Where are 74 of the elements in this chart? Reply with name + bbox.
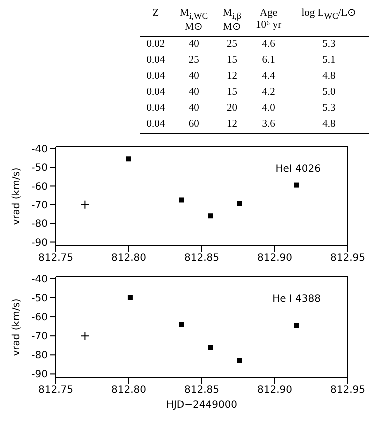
- annotation: HeI 4026: [276, 164, 321, 176]
- text: 4.0: [262, 103, 276, 114]
- point: [237, 202, 242, 207]
- text: 40: [188, 87, 200, 98]
- text: 5.1: [322, 55, 336, 66]
- text: 60: [188, 119, 200, 130]
- text: 40: [188, 103, 200, 114]
- x-tick-label: 812.75: [38, 385, 74, 396]
- text: 4.4: [262, 71, 276, 82]
- y-tick-label: -60: [32, 182, 48, 193]
- text: 0.02: [146, 39, 166, 50]
- point: [179, 322, 184, 328]
- y-axis-title: vrad (km/s): [12, 168, 23, 226]
- text: 6.1: [262, 55, 276, 66]
- text: 20: [227, 103, 238, 114]
- x-axis-title: HJD−2449000: [166, 400, 238, 412]
- text: 0.04: [146, 87, 166, 98]
- text: 4.6: [262, 39, 276, 50]
- x-tick-label: 812.90: [258, 385, 292, 396]
- y-tick-label: -70: [32, 200, 48, 212]
- x-tick-label: 812.85: [184, 385, 220, 396]
- x-tick-label: 812.80: [112, 385, 146, 396]
- text: 0.04: [146, 103, 166, 114]
- text: 4.8: [322, 71, 336, 82]
- category-label: log L$_{WC}$/L⊙: [302, 8, 357, 22]
- category-label: M$_{i,β}$ M⊙: [223, 8, 242, 34]
- x-tick-label: 812.90: [258, 253, 292, 264]
- y-tick-label: -50: [32, 163, 48, 174]
- point: [128, 296, 133, 301]
- text: 15: [227, 55, 238, 66]
- text: 0.04: [146, 55, 166, 66]
- x-tick-label: 812.95: [330, 385, 366, 396]
- y-tick-label: -80: [32, 350, 48, 362]
- x-tick-label: 812.75: [38, 253, 74, 264]
- y-tick-label: -50: [32, 294, 48, 305]
- x-tick-label: 812.85: [184, 253, 220, 264]
- y-tick-label: -60: [32, 312, 48, 324]
- point: [80, 200, 90, 210]
- text: 25: [188, 55, 200, 66]
- y-axis-title: vrad (km/s): [12, 298, 23, 356]
- x-tick-label: 812.95: [330, 253, 366, 264]
- category-label: Age 10⁶ yr: [256, 8, 282, 31]
- point: [179, 198, 184, 203]
- y-tick-label: -70: [32, 332, 48, 343]
- text: 12: [227, 119, 238, 130]
- text: 5.3: [322, 39, 336, 50]
- y-tick-label: -80: [32, 219, 48, 230]
- text: 4.8: [322, 119, 336, 130]
- text: 5.3: [322, 103, 336, 114]
- annotation: He I 4388: [272, 294, 321, 306]
- text: 40: [188, 39, 200, 50]
- category-label: M$_{i,WC}$ M⊙: [180, 8, 208, 34]
- point: [294, 182, 300, 188]
- point: [126, 156, 132, 162]
- text: 25: [227, 39, 238, 50]
- text: 3.6: [262, 119, 276, 130]
- text: 4.2: [262, 87, 276, 98]
- y-tick-label: -40: [32, 144, 48, 156]
- category-label: Z: [152, 8, 160, 19]
- point: [208, 345, 214, 350]
- point: [294, 323, 300, 328]
- point: [208, 214, 214, 219]
- text: 12: [227, 71, 238, 82]
- text: 0.04: [146, 71, 166, 82]
- text: 15: [227, 87, 238, 98]
- y-tick-label: -90: [32, 370, 48, 381]
- y-tick-label: -40: [32, 274, 48, 286]
- x-tick-label: 812.80: [112, 253, 146, 264]
- point: [237, 358, 242, 364]
- point: [80, 332, 90, 341]
- text: 0.04: [146, 119, 166, 130]
- y-tick-label: -90: [32, 238, 48, 249]
- text: 5.0: [322, 87, 336, 98]
- text: 40: [188, 71, 200, 82]
